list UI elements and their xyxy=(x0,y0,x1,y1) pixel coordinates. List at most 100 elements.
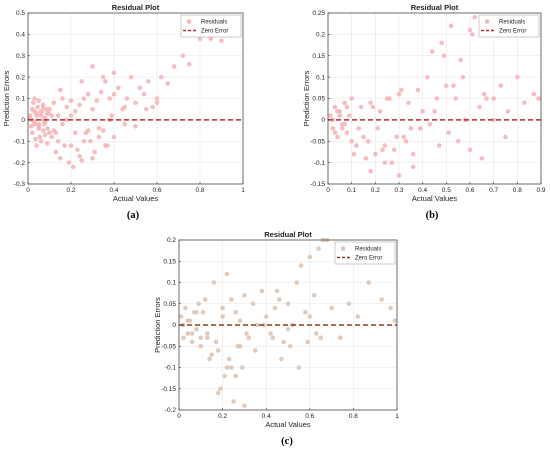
x-tick-label: 0.8 xyxy=(349,413,358,420)
residual-point xyxy=(85,91,91,97)
residual-point xyxy=(460,74,466,80)
residual-point xyxy=(455,138,461,144)
x-tick-label: 0.4 xyxy=(418,187,427,194)
x-tick-label: 0 xyxy=(177,413,181,420)
residual-point xyxy=(68,143,74,148)
residual-point xyxy=(109,113,115,118)
residual-point xyxy=(205,335,210,341)
residual-point xyxy=(38,113,44,118)
residual-point xyxy=(307,314,313,319)
residual-point xyxy=(32,121,37,127)
residual-point xyxy=(285,301,291,307)
residual-point xyxy=(429,49,435,54)
residual-point xyxy=(332,130,338,135)
legend-label-residuals: Residuals xyxy=(201,20,227,26)
residual-point xyxy=(242,403,247,409)
residual-point xyxy=(77,102,82,108)
residual-point xyxy=(111,134,117,140)
residual-point xyxy=(98,89,104,95)
panel-c: 0 0.2 0.4 0.6 0.8 1 -0.2 -0.15 -0.1 -0.05 0 0.05 0.1… xyxy=(153,230,399,447)
residual-point xyxy=(355,314,361,319)
residual-point xyxy=(73,130,78,135)
y-tick-label: -0.15 xyxy=(310,181,325,188)
residual-point xyxy=(446,130,452,135)
residual-point xyxy=(141,91,147,97)
residual-point xyxy=(189,339,195,345)
residual-point xyxy=(274,288,280,294)
residual-point xyxy=(329,305,334,311)
residual-point xyxy=(33,136,38,142)
residual-point xyxy=(150,104,155,110)
residual-point xyxy=(356,126,362,131)
residual-point xyxy=(276,297,282,302)
y-tick-label: 0.1 xyxy=(167,280,176,287)
residual-point xyxy=(103,79,108,84)
residual-point xyxy=(45,126,50,131)
x-tick-label: 0 xyxy=(26,187,30,194)
residual-point xyxy=(392,318,398,324)
residual-point xyxy=(128,74,134,80)
residual-point xyxy=(410,151,416,157)
residual-point xyxy=(366,280,371,285)
residual-point xyxy=(448,23,454,29)
residual-point xyxy=(410,164,416,170)
residual-point xyxy=(103,143,108,148)
plot-title: Residual Plot xyxy=(112,3,160,12)
x-tick-label: 1 xyxy=(241,187,245,194)
residual-point xyxy=(235,343,241,349)
y-tick-label: 0.2 xyxy=(167,237,176,244)
residual-point xyxy=(146,79,151,84)
y-tick-label: 0 xyxy=(321,117,325,124)
residual-point xyxy=(377,109,383,114)
residual-point xyxy=(467,27,473,33)
y-tick-label: 0.25 xyxy=(312,10,325,17)
legend-box xyxy=(334,241,396,265)
x-axis-label: Actual Values xyxy=(412,194,458,203)
residual-point xyxy=(77,153,82,159)
residual-point xyxy=(347,113,352,118)
residual-point xyxy=(363,156,369,161)
residual-point xyxy=(358,104,364,110)
residual-point xyxy=(420,109,425,114)
y-tick-label: 0 xyxy=(21,117,25,124)
panel-a: 0 0.2 0.4 0.6 0.8 1 -0.3 -0.2 -0.1 0 0.1 0.2 0.3 0.4 0… xyxy=(2,3,245,221)
residual-point xyxy=(287,343,293,349)
residual-point xyxy=(53,149,59,155)
residual-point xyxy=(316,246,321,251)
y-tick-label: 0.15 xyxy=(163,258,176,265)
residual-point xyxy=(346,301,352,307)
y-tick-label: -0.05 xyxy=(161,343,176,350)
y-tick-label: 0.5 xyxy=(16,10,25,17)
residual-point xyxy=(75,147,80,153)
residual-point xyxy=(368,168,373,174)
residual-point xyxy=(391,147,397,153)
residual-point xyxy=(90,156,95,161)
residual-point xyxy=(111,70,117,76)
x-tick-label: 0.4 xyxy=(262,413,271,420)
y-tick-label: 0.1 xyxy=(316,74,325,81)
residual-point xyxy=(107,96,112,101)
residual-point xyxy=(314,331,319,336)
y-tick-label: 0.1 xyxy=(16,96,25,103)
residual-point xyxy=(73,109,78,114)
residual-point xyxy=(415,87,421,93)
residual-point xyxy=(403,138,409,144)
y-tick-label: 0.2 xyxy=(16,74,25,81)
residual-point xyxy=(185,331,191,336)
x-tick-label: 0.2 xyxy=(66,187,75,194)
residual-point xyxy=(34,113,39,118)
legend-marker-residuals xyxy=(484,19,490,24)
residual-point xyxy=(339,126,345,131)
residual-point xyxy=(100,74,106,80)
residual-point xyxy=(477,104,482,110)
legend-label-zero-error: Zero Error xyxy=(201,29,228,35)
residual-point xyxy=(259,288,265,294)
residual-point xyxy=(178,314,184,319)
residual-point xyxy=(434,96,440,101)
x-tick-label: 0.2 xyxy=(218,413,227,420)
residual-point xyxy=(503,134,508,140)
residual-point xyxy=(53,130,59,135)
residual-point xyxy=(307,254,313,260)
residual-point xyxy=(209,352,214,358)
residual-point xyxy=(281,339,286,345)
